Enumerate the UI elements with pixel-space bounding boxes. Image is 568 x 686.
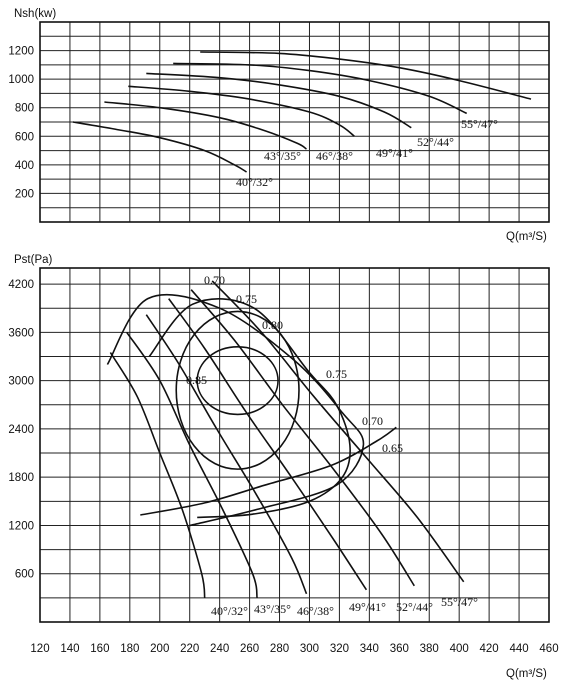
- efficiency-contour-label: 0.80: [262, 318, 283, 332]
- top-curve-label: 52°/44°: [417, 135, 454, 149]
- bottom-y-tick-label: 2400: [8, 424, 34, 436]
- bottom-y-tick-label: 3000: [8, 376, 34, 388]
- top-curve-label: 55°/47°: [461, 117, 498, 131]
- top-series-line-3: [128, 85, 355, 137]
- bottom-x-tick-label: 200: [150, 643, 169, 655]
- bottom-curve-label: 55°/47°: [441, 595, 478, 609]
- bottom-plot-frame: [39, 267, 550, 623]
- bottom-y-tick-label: 600: [15, 569, 34, 581]
- efficiency-contour-label: 0.85: [186, 373, 207, 387]
- top-y-tick-label: 800: [15, 103, 34, 115]
- bottom-series-line-2: [126, 331, 258, 599]
- bottom-curve-label: 40°/32°: [211, 604, 248, 618]
- bottom-y-tick-label: 1800: [8, 472, 34, 484]
- bottom-chart-efficiency-contours: [106, 293, 397, 527]
- efficiency-contour-label: 0.75: [326, 367, 347, 381]
- bottom-y-tick-label: 3600: [8, 327, 34, 339]
- top-curve-label: 46°/38°: [316, 149, 353, 163]
- bottom-x-tick-label: 120: [30, 643, 49, 655]
- bottom-chart-grid: [39, 267, 550, 623]
- bottom-x-tick-label: 340: [360, 643, 379, 655]
- axis-tick-labels: 200 400 600 800 1000 1200 600 1200 1800 2400 3000 3…: [8, 46, 558, 655]
- bottom-x-tick-label: 260: [240, 643, 259, 655]
- efficiency-contour-5: [140, 426, 397, 516]
- efficiency-contour-1: [196, 346, 279, 416]
- bottom-series-line-3: [145, 314, 308, 595]
- bottom-x-tick-label: 420: [480, 643, 499, 655]
- top-series-line-5: [173, 62, 468, 115]
- bottom-x-tick-label: 160: [90, 643, 109, 655]
- bottom-x-tick-label: 140: [60, 643, 79, 655]
- efficiency-contour-label: 0.70: [204, 273, 225, 287]
- top-series-line-6: [200, 51, 532, 100]
- bottom-series-line-5: [190, 289, 415, 587]
- top-series-line-1: [72, 121, 248, 173]
- bottom-x-tick-label: 360: [390, 643, 409, 655]
- bottom-chart-pressure-curves: [109, 280, 465, 599]
- bottom-y-tick-label: 1200: [8, 520, 34, 532]
- bottom-curve-label: 46°/38°: [297, 604, 334, 618]
- top-curve-label: 43°/35°: [264, 149, 301, 163]
- bottom-series-line-4: [168, 298, 368, 591]
- top-y-tick-label: 1000: [8, 74, 34, 86]
- bottom-y-tick-label: 4200: [8, 279, 34, 291]
- efficiency-contour-label: 0.65: [382, 441, 403, 455]
- bottom-x-tick-label: 380: [420, 643, 439, 655]
- efficiency-contour-label: 0.70: [362, 414, 383, 428]
- top-y-tick-label: 200: [15, 188, 34, 200]
- efficiency-contour-3: [148, 298, 351, 519]
- top-chart-power-curves: [72, 51, 532, 173]
- bottom-curve-label: 52°/44°: [396, 600, 433, 614]
- efficiency-contour-label: 0.75: [236, 292, 257, 306]
- bottom-x-tick-label: 300: [300, 643, 319, 655]
- bottom-x-tick-label: 440: [509, 643, 528, 655]
- top-x-axis-title: Q(m³/S): [506, 231, 547, 243]
- efficiency-contour-2: [175, 310, 300, 470]
- top-curve-label: 40°/32°: [236, 175, 273, 189]
- bottom-y-axis-title: Pst(Pa): [14, 254, 53, 266]
- bottom-x-tick-label: 400: [450, 643, 469, 655]
- curve-labels: 40°/32° 43°/35° 46°/38° 49°/41° 52°/44° 55°/4…: [186, 117, 498, 618]
- top-series-line-4: [146, 72, 412, 129]
- top-plot-frame: [39, 21, 550, 223]
- top-y-tick-label: 1200: [8, 46, 34, 58]
- top-y-tick-label: 600: [15, 131, 34, 143]
- top-y-axis-title: Nsh(kw): [14, 8, 56, 20]
- bottom-x-tick-label: 280: [270, 643, 289, 655]
- bottom-x-tick-label: 320: [330, 643, 349, 655]
- bottom-x-tick-label: 460: [539, 643, 558, 655]
- bottom-series-line-1: [109, 352, 206, 598]
- bottom-x-axis-title: Q(m³/S): [506, 668, 547, 680]
- top-y-tick-label: 400: [15, 160, 34, 172]
- bottom-series-line-6: [211, 280, 465, 583]
- bottom-x-tick-label: 240: [210, 643, 229, 655]
- top-curve-label: 49°/41°: [376, 146, 413, 160]
- efficiency-contour-4: [106, 293, 365, 527]
- bottom-x-tick-label: 180: [120, 643, 139, 655]
- bottom-x-tick-label: 220: [180, 643, 199, 655]
- bottom-curve-label: 49°/41°: [349, 600, 386, 614]
- top-chart-grid: [39, 21, 550, 223]
- top-series-line-2: [104, 101, 307, 150]
- bottom-curve-label: 43°/35°: [254, 602, 291, 616]
